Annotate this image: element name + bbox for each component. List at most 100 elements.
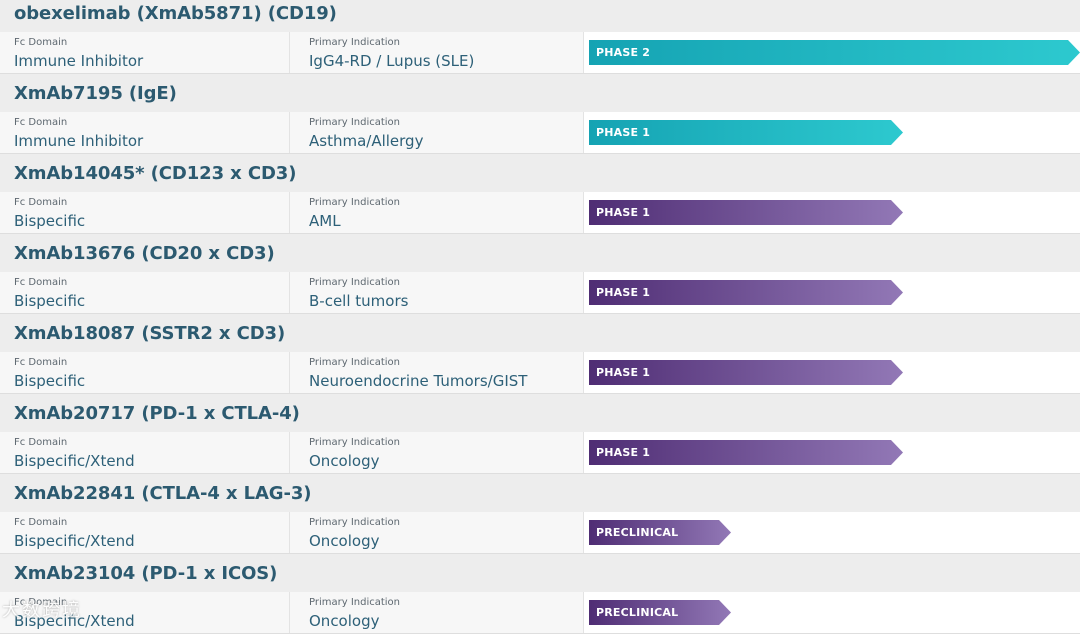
- indication-label: Primary Indication: [309, 197, 401, 208]
- phase-progress-bar: PHASE 1: [589, 280, 903, 305]
- fc-domain-label: Fc Domain: [14, 197, 68, 208]
- pipeline-item: XmAb22841 (CTLA-4 x LAG-3) Fc Domain Bis…: [0, 474, 1080, 554]
- phase-label: PHASE 1: [596, 206, 651, 219]
- item-detail-row: Fc Domain Bispecific/Xtend Primary Indic…: [0, 432, 1080, 474]
- drug-title[interactable]: XmAb20717 (PD-1 x CTLA-4): [14, 402, 300, 424]
- fc-domain-label: Fc Domain: [14, 437, 68, 448]
- phase-label: PHASE 2: [596, 46, 651, 59]
- item-header: XmAb7195 (IgE): [0, 74, 1080, 112]
- phase-cell: PRECLINICAL: [584, 512, 1080, 553]
- indication-value: Oncology: [309, 452, 380, 470]
- phase-cell: PHASE 1: [584, 352, 1080, 393]
- indication-label: Primary Indication: [309, 117, 401, 128]
- indication-cell: Primary Indication Oncology: [290, 512, 584, 553]
- fc-domain-label: Fc Domain: [14, 117, 68, 128]
- item-detail-row: Fc Domain Bispecific/Xtend Primary Indic…: [0, 592, 1080, 634]
- phase-cell: PHASE 1: [584, 432, 1080, 473]
- item-detail-row: Fc Domain Bispecific Primary Indication …: [0, 272, 1080, 314]
- phase-cell: PHASE 1: [584, 272, 1080, 313]
- phase-label: PHASE 1: [596, 366, 651, 379]
- pipeline-item: XmAb7195 (IgE) Fc Domain Immune Inhibito…: [0, 74, 1080, 154]
- item-detail-row: Fc Domain Bispecific Primary Indication …: [0, 192, 1080, 234]
- fc-domain-value: Bispecific/Xtend: [14, 532, 135, 550]
- phase-cell: PHASE 2: [584, 32, 1080, 73]
- phase-label: PHASE 1: [596, 446, 651, 459]
- indication-label: Primary Indication: [309, 277, 401, 288]
- indication-label: Primary Indication: [309, 37, 401, 48]
- fc-domain-cell: Fc Domain Bispecific/Xtend: [0, 592, 290, 633]
- phase-cell: PRECLINICAL: [584, 592, 1080, 633]
- fc-domain-value: Bispecific: [14, 212, 86, 230]
- pipeline-item: XmAb14045* (CD123 x CD3) Fc Domain Bispe…: [0, 154, 1080, 234]
- indication-cell: Primary Indication B-cell tumors: [290, 272, 584, 313]
- drug-title[interactable]: XmAb23104 (PD-1 x ICOS): [14, 562, 278, 584]
- fc-domain-cell: Fc Domain Immune Inhibitor: [0, 32, 290, 73]
- phase-progress-bar: PHASE 1: [589, 200, 903, 225]
- pipeline-item: obexelimab (XmAb5871) (CD19) Fc Domain I…: [0, 0, 1080, 74]
- drug-title[interactable]: XmAb13676 (CD20 x CD3): [14, 242, 275, 264]
- indication-cell: Primary Indication IgG4-RD / Lupus (SLE): [290, 32, 584, 73]
- drug-title[interactable]: obexelimab (XmAb5871) (CD19): [14, 2, 337, 24]
- drug-title[interactable]: XmAb7195 (IgE): [14, 82, 177, 104]
- item-header: XmAb13676 (CD20 x CD3): [0, 234, 1080, 272]
- indication-value: Oncology: [309, 532, 380, 550]
- item-detail-row: Fc Domain Bispecific/Xtend Primary Indic…: [0, 512, 1080, 554]
- fc-domain-label: Fc Domain: [14, 357, 68, 368]
- indication-cell: Primary Indication AML: [290, 192, 584, 233]
- fc-domain-cell: Fc Domain Bispecific: [0, 272, 290, 313]
- phase-cell: PHASE 1: [584, 192, 1080, 233]
- fc-domain-value: Immune Inhibitor: [14, 52, 144, 70]
- indication-value: IgG4-RD / Lupus (SLE): [309, 52, 475, 70]
- phase-progress-bar: PHASE 1: [589, 360, 903, 385]
- indication-value: Oncology: [309, 612, 380, 630]
- indication-cell: Primary Indication Asthma/Allergy: [290, 112, 584, 153]
- indication-label: Primary Indication: [309, 597, 401, 608]
- item-header: XmAb14045* (CD123 x CD3): [0, 154, 1080, 192]
- item-detail-row: Fc Domain Immune Inhibitor Primary Indic…: [0, 32, 1080, 74]
- item-header: XmAb23104 (PD-1 x ICOS): [0, 554, 1080, 592]
- indication-value: Asthma/Allergy: [309, 132, 424, 150]
- drug-title[interactable]: XmAb18087 (SSTR2 x CD3): [14, 322, 286, 344]
- phase-cell: PHASE 1: [584, 112, 1080, 153]
- phase-label: PHASE 1: [596, 286, 651, 299]
- phase-progress-bar: PHASE 1: [589, 440, 903, 465]
- pipeline-item: XmAb23104 (PD-1 x ICOS) Fc Domain Bispec…: [0, 554, 1080, 634]
- phase-progress-bar: PRECLINICAL: [589, 600, 731, 625]
- drug-title[interactable]: XmAb14045* (CD123 x CD3): [14, 162, 297, 184]
- phase-label: PRECLINICAL: [596, 606, 679, 619]
- pipeline-item: XmAb18087 (SSTR2 x CD3) Fc Domain Bispec…: [0, 314, 1080, 394]
- fc-domain-cell: Fc Domain Immune Inhibitor: [0, 112, 290, 153]
- fc-domain-value: Bispecific/Xtend: [14, 612, 135, 630]
- item-header: XmAb22841 (CTLA-4 x LAG-3): [0, 474, 1080, 512]
- item-header: obexelimab (XmAb5871) (CD19): [0, 0, 1080, 32]
- indication-value: B-cell tumors: [309, 292, 409, 310]
- indication-label: Primary Indication: [309, 437, 401, 448]
- fc-domain-label: Fc Domain: [14, 277, 68, 288]
- pipeline-item: XmAb20717 (PD-1 x CTLA-4) Fc Domain Bisp…: [0, 394, 1080, 474]
- fc-domain-cell: Fc Domain Bispecific: [0, 352, 290, 393]
- indication-cell: Primary Indication Oncology: [290, 432, 584, 473]
- fc-domain-label: Fc Domain: [14, 597, 68, 608]
- phase-progress-bar: PRECLINICAL: [589, 520, 731, 545]
- phase-progress-bar: PHASE 2: [589, 40, 1080, 65]
- fc-domain-value: Bispecific: [14, 292, 86, 310]
- phase-label: PRECLINICAL: [596, 526, 679, 539]
- fc-domain-value: Immune Inhibitor: [14, 132, 144, 150]
- fc-domain-cell: Fc Domain Bispecific/Xtend: [0, 512, 290, 553]
- indication-cell: Primary Indication Neuroendocrine Tumors…: [290, 352, 584, 393]
- fc-domain-cell: Fc Domain Bispecific/Xtend: [0, 432, 290, 473]
- fc-domain-value: Bispecific: [14, 372, 86, 390]
- fc-domain-value: Bispecific/Xtend: [14, 452, 135, 470]
- fc-domain-cell: Fc Domain Bispecific: [0, 192, 290, 233]
- fc-domain-label: Fc Domain: [14, 517, 68, 528]
- item-header: XmAb20717 (PD-1 x CTLA-4): [0, 394, 1080, 432]
- fc-domain-label: Fc Domain: [14, 37, 68, 48]
- indication-label: Primary Indication: [309, 357, 401, 368]
- indication-cell: Primary Indication Oncology: [290, 592, 584, 633]
- drug-title[interactable]: XmAb22841 (CTLA-4 x LAG-3): [14, 482, 312, 504]
- item-detail-row: Fc Domain Immune Inhibitor Primary Indic…: [0, 112, 1080, 154]
- item-detail-row: Fc Domain Bispecific Primary Indication …: [0, 352, 1080, 394]
- indication-value: AML: [309, 212, 341, 230]
- indication-value: Neuroendocrine Tumors/GIST: [309, 372, 528, 390]
